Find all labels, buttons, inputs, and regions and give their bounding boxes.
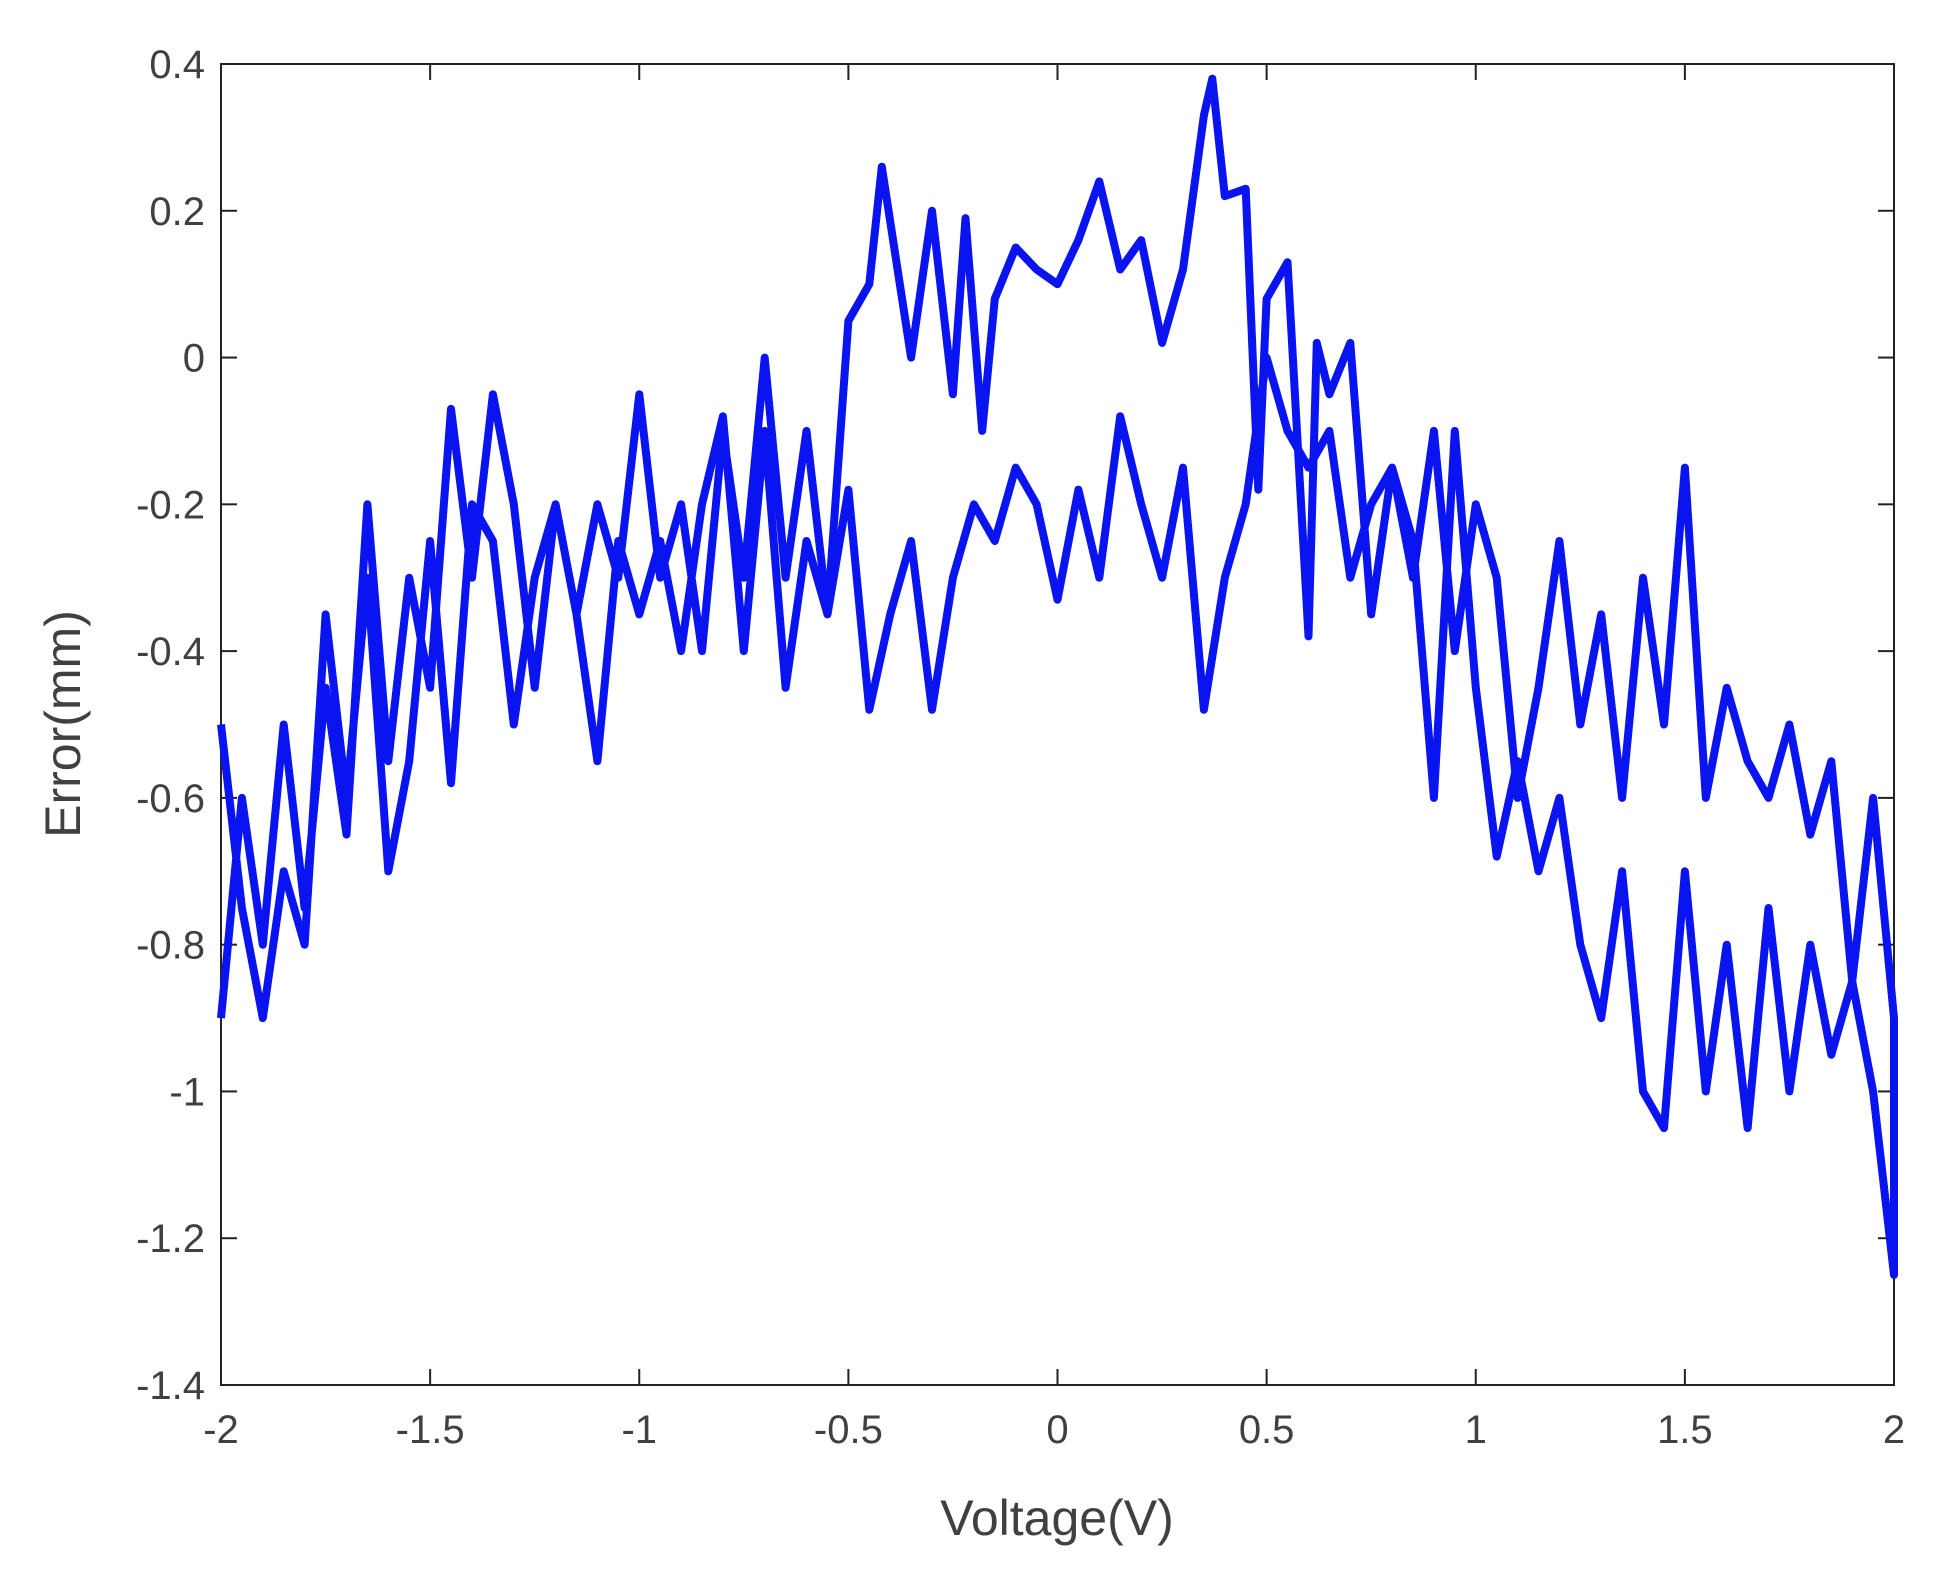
x-tick-label: -1.5 — [396, 1408, 465, 1452]
y-tick-label: -1.4 — [136, 1364, 205, 1408]
y-tick-label: -0.6 — [136, 777, 205, 821]
x-tick-label: -2 — [203, 1408, 239, 1452]
y-tick-label: -1 — [169, 1070, 205, 1114]
y-tick-label: -1.2 — [136, 1217, 205, 1261]
x-tick-label: 1 — [1465, 1408, 1487, 1452]
y-tick-label: 0.2 — [149, 190, 205, 234]
x-tick-label: 1.5 — [1657, 1408, 1713, 1452]
x-tick-label: 0 — [1046, 1408, 1068, 1452]
x-tick-label: -1 — [621, 1408, 657, 1452]
data-line — [217, 74, 1898, 1279]
y-tick-label: -0.2 — [136, 483, 205, 527]
y-tick-label: -0.4 — [136, 630, 205, 674]
x-tick-label: 2 — [1883, 1408, 1905, 1452]
x-tick-label: 0.5 — [1239, 1408, 1295, 1452]
x-axis-label: Voltage(V) — [940, 1490, 1173, 1546]
x-tick-label: -0.5 — [814, 1408, 883, 1452]
y-tick-label: 0 — [183, 337, 205, 381]
y-tick-label: -0.8 — [136, 924, 205, 968]
y-axis-label: Error(mm) — [35, 610, 91, 838]
y-tick-label: 0.4 — [149, 43, 205, 87]
